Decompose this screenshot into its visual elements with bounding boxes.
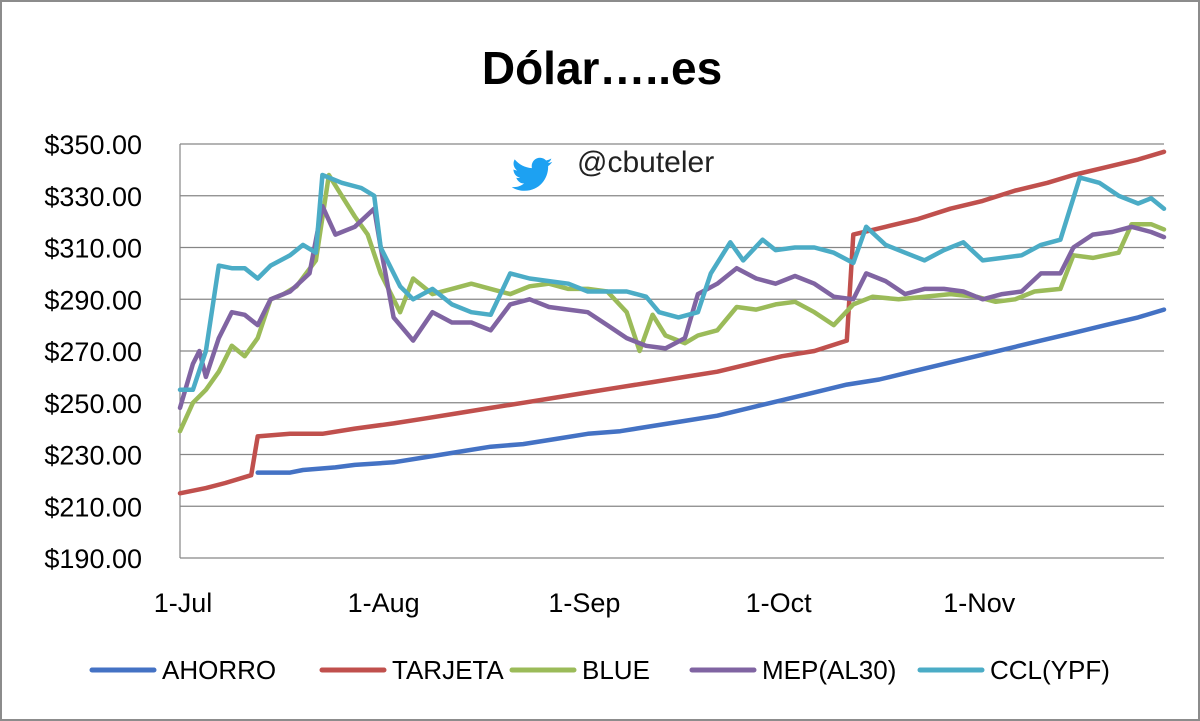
y-tick-label: $290.00 — [44, 285, 142, 315]
x-axis: 1-Jul 1-Aug 1-Sep 1-Oct 1-Nov — [154, 588, 1016, 618]
y-tick-label: $350.00 — [44, 130, 142, 160]
x-tick-label: 1-Nov — [943, 588, 1016, 618]
series-line-tarjeta — [177, 149, 1167, 496]
chart-title: Dólar…..es — [482, 42, 722, 94]
y-tick-label: $190.00 — [44, 544, 142, 574]
x-tick-label: 1-Jul — [154, 588, 213, 618]
series-line-mep-al30 — [177, 203, 1167, 411]
legend-label: AHORRO — [162, 655, 276, 685]
legend: AHORRO TARJETA BLUE MEP(AL30) CCL(YPF) — [89, 655, 1110, 685]
y-tick-label: $230.00 — [44, 441, 142, 471]
handle-text: @cbuteler — [577, 146, 714, 179]
y-tick-label: $310.00 — [44, 234, 142, 264]
series-line-ccl-ypf — [177, 172, 1167, 393]
x-tick-label: 1-Aug — [348, 588, 420, 618]
legend-label: MEP(AL30) — [762, 655, 896, 685]
y-tick-label: $330.00 — [44, 182, 142, 212]
y-tick-label: $250.00 — [44, 389, 142, 419]
series-lines — [177, 149, 1167, 496]
legend-label: TARJETA — [392, 655, 504, 685]
twitter-bird-icon — [511, 157, 553, 191]
gridlines — [180, 143, 1164, 559]
twitter-handle: @cbuteler — [511, 146, 714, 191]
legend-label: CCL(YPF) — [990, 655, 1110, 685]
y-tick-label: $270.00 — [44, 337, 142, 367]
x-tick-label: 1-Sep — [548, 588, 620, 618]
y-axis: $350.00 $330.00 $310.00 $290.00 $270.00 $250.… — [44, 130, 181, 574]
series-line-ahorro — [255, 307, 1167, 475]
x-tick-label: 1-Oct — [746, 588, 813, 618]
legend-label: BLUE — [582, 655, 650, 685]
y-tick-label: $210.00 — [44, 492, 142, 522]
